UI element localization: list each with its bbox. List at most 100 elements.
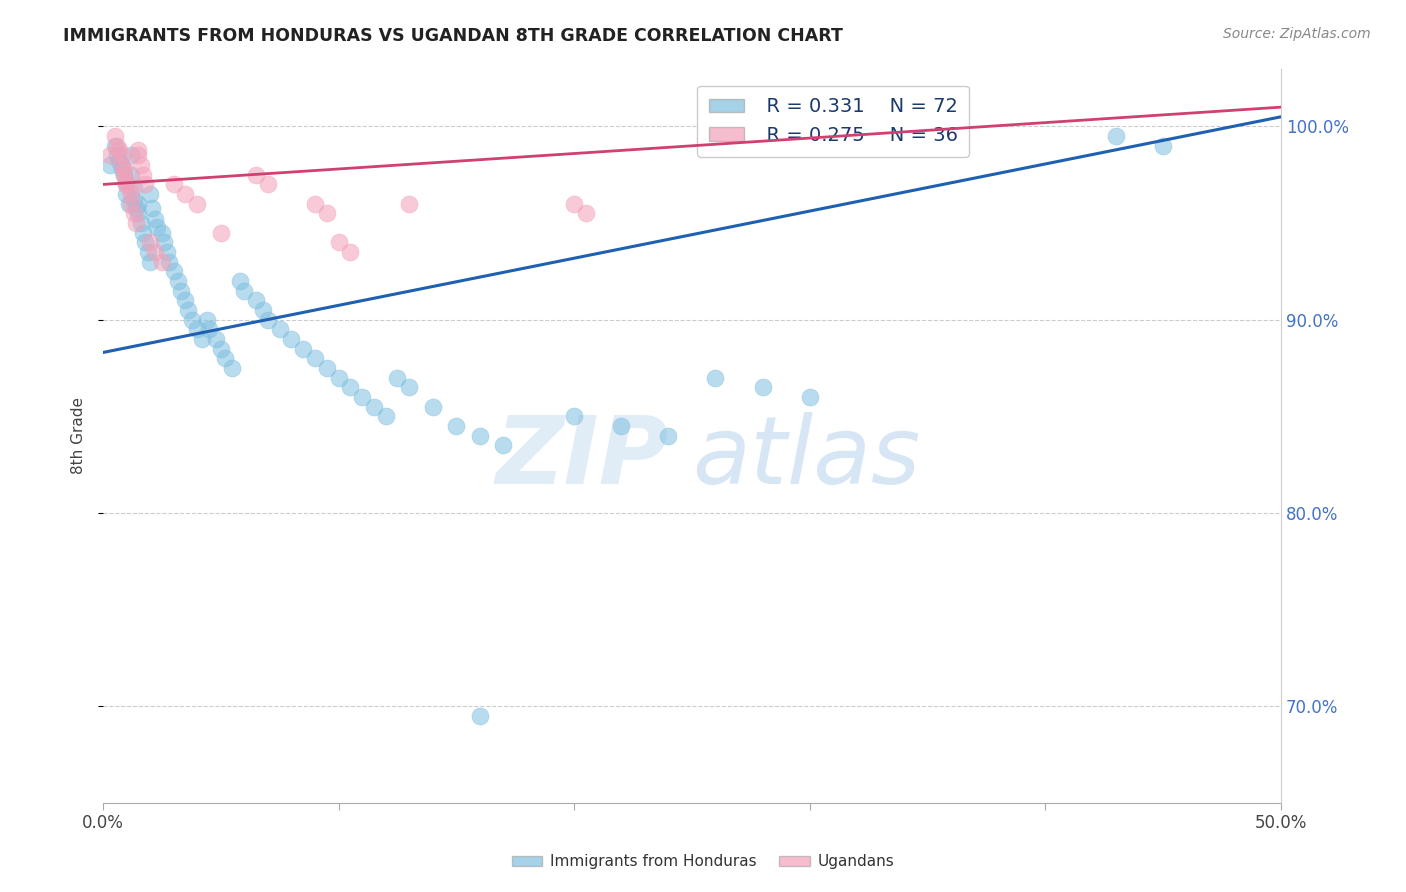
Point xyxy=(139,187,162,202)
Point xyxy=(108,154,131,169)
Point xyxy=(221,360,243,375)
Point xyxy=(233,284,256,298)
Point xyxy=(363,400,385,414)
Point xyxy=(228,274,250,288)
Y-axis label: 8th Grade: 8th Grade xyxy=(72,397,86,474)
Point xyxy=(799,390,821,404)
Point xyxy=(157,254,180,268)
Point xyxy=(446,418,468,433)
Point xyxy=(125,201,148,215)
Point xyxy=(139,254,162,268)
Point xyxy=(398,380,420,394)
Point xyxy=(610,418,633,433)
Point xyxy=(127,196,149,211)
Point xyxy=(105,148,128,162)
Point xyxy=(269,322,291,336)
Point xyxy=(120,168,142,182)
Point xyxy=(120,148,142,162)
Point xyxy=(398,196,420,211)
Point xyxy=(315,206,337,220)
Point xyxy=(575,206,598,220)
Text: Source: ZipAtlas.com: Source: ZipAtlas.com xyxy=(1223,27,1371,41)
Point xyxy=(209,342,232,356)
Point xyxy=(181,312,204,326)
Point xyxy=(339,245,361,260)
Point xyxy=(108,143,131,157)
Point xyxy=(174,293,197,308)
Point xyxy=(132,168,155,182)
Point xyxy=(657,428,679,442)
Point xyxy=(751,380,773,394)
Legend:   R = 0.331    N = 72,   R = 0.275    N = 36: R = 0.331 N = 72, R = 0.275 N = 36 xyxy=(697,86,969,157)
Point xyxy=(174,187,197,202)
Point xyxy=(162,264,184,278)
Point xyxy=(127,148,149,162)
Point xyxy=(98,158,121,172)
Point xyxy=(704,370,727,384)
Point xyxy=(292,342,315,356)
Point xyxy=(132,226,155,240)
Point xyxy=(136,245,159,260)
Point xyxy=(256,178,278,192)
Point xyxy=(122,181,145,195)
Point xyxy=(468,428,491,442)
Point xyxy=(111,148,134,162)
Point xyxy=(214,351,236,366)
Point xyxy=(104,138,127,153)
Point xyxy=(134,235,156,250)
Point xyxy=(374,409,396,424)
Point xyxy=(118,181,141,195)
Text: atlas: atlas xyxy=(692,412,920,503)
Point xyxy=(468,708,491,723)
Point xyxy=(122,206,145,220)
Point xyxy=(115,173,138,187)
Point xyxy=(146,219,169,234)
Point xyxy=(139,235,162,250)
Point xyxy=(125,216,148,230)
Point xyxy=(169,284,191,298)
Point xyxy=(422,400,444,414)
Point xyxy=(118,196,141,211)
Point xyxy=(112,161,135,176)
Point xyxy=(115,178,138,192)
Point xyxy=(115,187,138,202)
Point xyxy=(150,254,173,268)
Point xyxy=(167,274,190,288)
Point xyxy=(562,409,585,424)
Point xyxy=(98,148,121,162)
Point xyxy=(143,245,166,260)
Point xyxy=(112,168,135,182)
Point xyxy=(198,322,221,336)
Point xyxy=(328,370,350,384)
Point xyxy=(186,196,208,211)
Point xyxy=(245,293,267,308)
Point xyxy=(315,360,337,375)
Point xyxy=(141,201,163,215)
Point xyxy=(150,226,173,240)
Point xyxy=(177,303,200,318)
Point xyxy=(115,178,138,192)
Point xyxy=(143,212,166,227)
Point xyxy=(256,312,278,326)
Point xyxy=(304,351,326,366)
Point xyxy=(112,168,135,182)
Point xyxy=(129,216,152,230)
Point xyxy=(387,370,409,384)
Point xyxy=(162,178,184,192)
Point xyxy=(205,332,228,346)
Point xyxy=(328,235,350,250)
Point xyxy=(562,196,585,211)
Point xyxy=(280,332,302,346)
Point xyxy=(304,196,326,211)
Point xyxy=(120,187,142,202)
Text: IMMIGRANTS FROM HONDURAS VS UGANDAN 8TH GRADE CORRELATION CHART: IMMIGRANTS FROM HONDURAS VS UGANDAN 8TH … xyxy=(63,27,844,45)
Point xyxy=(245,168,267,182)
Point xyxy=(186,322,208,336)
Point xyxy=(122,193,145,207)
Text: ZIP: ZIP xyxy=(495,411,668,504)
Point xyxy=(129,158,152,172)
Point xyxy=(127,206,149,220)
Point xyxy=(209,226,232,240)
Point xyxy=(339,380,361,394)
Point xyxy=(155,245,177,260)
